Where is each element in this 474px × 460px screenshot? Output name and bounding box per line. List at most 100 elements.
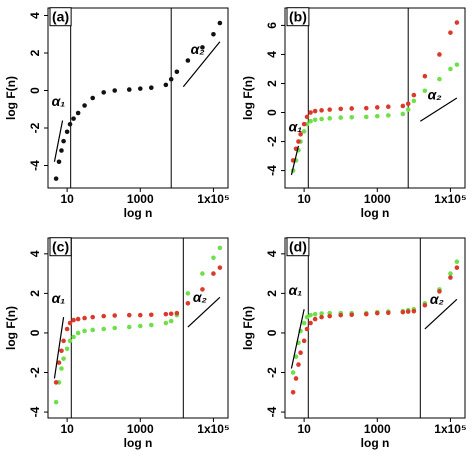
point	[363, 311, 369, 317]
point	[90, 95, 95, 101]
y-tick-label: -2	[28, 122, 42, 133]
point	[411, 92, 417, 98]
point	[82, 103, 87, 108]
point	[319, 116, 324, 122]
y-tick-label: -2	[265, 136, 279, 147]
point	[312, 117, 318, 123]
x-axis-label: log n	[124, 206, 153, 220]
point	[437, 52, 442, 57]
point	[405, 101, 411, 107]
point	[200, 287, 205, 292]
x-axis-label: log n	[361, 206, 390, 220]
point	[411, 98, 417, 104]
point	[338, 106, 344, 112]
y-tick-label: -4	[265, 406, 279, 417]
slope-line	[290, 309, 305, 369]
point	[90, 327, 95, 333]
point	[385, 113, 391, 118]
y-tick-label: -2	[265, 367, 279, 378]
point	[56, 360, 62, 365]
point	[296, 139, 301, 144]
point	[304, 326, 310, 332]
slope-annotation: α₂	[191, 41, 205, 57]
y-tick-label: 2	[265, 80, 279, 87]
point	[374, 113, 380, 119]
point	[112, 88, 118, 93]
panel-label: (c)	[52, 239, 69, 255]
panel: -4 -2 0 2 4 10 1000 1x10⁵ log n log F(n) α₁ α₂ (a)	[4, 7, 230, 220]
x-tick-label: 1x10⁵	[434, 422, 466, 436]
point	[411, 308, 417, 314]
y-tick-label: 2	[265, 290, 279, 297]
y-tick-label: 2	[28, 49, 42, 56]
point	[290, 370, 296, 375]
x-tick-label: 1x10⁵	[434, 192, 466, 206]
slope-annotation: α₁	[52, 290, 66, 306]
point	[296, 362, 301, 367]
panel-label-box	[49, 7, 72, 27]
x-tick-label: 10	[297, 192, 311, 206]
point	[327, 313, 332, 319]
point	[82, 315, 87, 321]
point	[308, 118, 313, 124]
point	[59, 148, 64, 153]
point	[422, 88, 428, 94]
point	[349, 106, 355, 111]
point	[200, 271, 205, 276]
point	[211, 31, 216, 37]
point	[400, 111, 406, 117]
point	[293, 354, 299, 359]
point	[71, 116, 76, 121]
point	[64, 346, 70, 352]
point	[454, 62, 460, 67]
point	[308, 320, 313, 326]
point	[312, 108, 318, 114]
point	[298, 131, 303, 137]
panel-label: (b)	[289, 9, 307, 25]
panel: -4 -2 0 2 4 6 10 1000 1x10⁵ log n log F(n) α₁ α₂ (b)	[241, 7, 467, 220]
point	[101, 313, 107, 319]
point	[301, 129, 307, 134]
point	[75, 330, 81, 336]
point	[400, 309, 406, 315]
point	[185, 291, 191, 296]
point	[293, 376, 299, 381]
slope-annotation: α₁	[289, 282, 303, 298]
point	[217, 265, 223, 270]
y-tick-label: -4	[28, 160, 42, 171]
point	[185, 58, 191, 63]
point	[319, 311, 324, 316]
point	[327, 107, 332, 112]
point	[61, 138, 66, 144]
y-axis-label: log F(n)	[4, 306, 18, 350]
plot-frame	[284, 7, 466, 189]
point	[53, 176, 59, 181]
panel-label: (d)	[289, 239, 307, 255]
point	[137, 323, 143, 329]
point	[67, 121, 73, 127]
panel: -4 -2 0 2 4 10 1000 1x10⁵ log n log F(n) α₁ α₂ (c)	[4, 237, 230, 450]
y-tick-label: 0	[28, 87, 42, 94]
panel-label-box	[286, 7, 310, 27]
point	[405, 309, 411, 314]
point	[211, 255, 216, 261]
point	[301, 338, 307, 344]
point	[363, 114, 369, 120]
x-tick-label: 10	[297, 422, 311, 436]
slope-annotation: α₁	[289, 119, 303, 135]
point	[422, 302, 428, 308]
y-axis-label: log F(n)	[4, 76, 18, 120]
point	[338, 312, 344, 318]
point	[312, 311, 318, 317]
point	[448, 30, 453, 35]
point	[112, 313, 118, 318]
point	[437, 76, 442, 82]
x-tick-label: 1000	[127, 192, 154, 206]
point	[454, 265, 460, 270]
slope-line	[419, 97, 458, 122]
x-tick-label: 1000	[364, 422, 391, 436]
point	[71, 317, 76, 323]
panel-label-box	[286, 237, 310, 257]
point	[304, 314, 310, 320]
point	[385, 104, 391, 110]
